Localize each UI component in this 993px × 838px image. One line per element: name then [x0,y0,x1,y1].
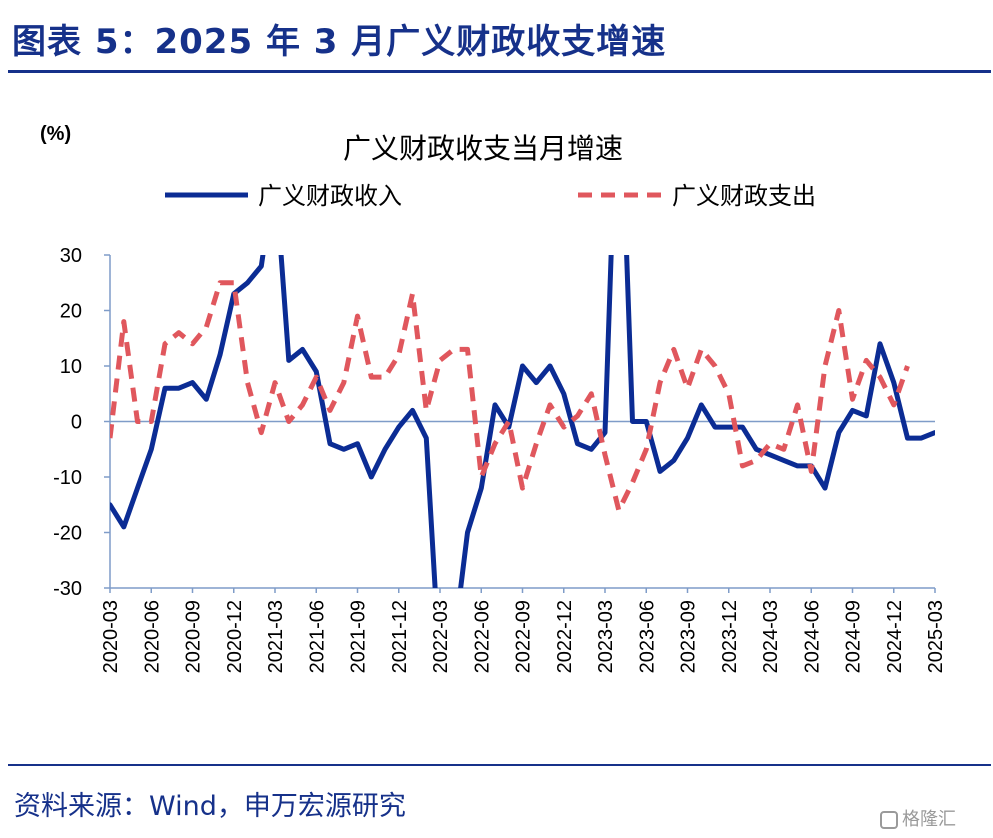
x-tick-label: 2020-06 [141,600,163,673]
series-line-revenue [110,255,935,588]
x-tick-label: 2022-12 [554,600,576,673]
legend: 广义财政收入 广义财政支出 [165,182,816,210]
series-line-expenditure [110,280,910,513]
line-chart: (%) 广义财政收支当月增速 广义财政收入 广义财政支出 -30 -20 -10 0 10… [40,123,947,673]
x-tick-label: 2024-03 [760,600,782,673]
x-tick-label: 2023-09 [678,600,700,673]
x-tick-label: 2020-12 [224,600,246,673]
x-tick-label: 2024-09 [843,600,865,673]
x-tick-label: 2023-12 [719,600,741,673]
y-tick-label: 0 [71,412,82,434]
x-tick-label: 2021-12 [389,600,411,673]
axes: -30 -20 -10 0 10 20 30 2020-03 2020-06 2020-09 202… [53,245,947,673]
x-tick-label: 2023-03 [595,600,617,673]
x-tick-label: 2021-09 [348,600,370,673]
series-layer [110,255,935,588]
y-tick-label: -30 [53,578,82,600]
y-tick-label: -20 [53,523,82,545]
y-tick-label: 20 [60,301,82,323]
figure-title: 图表 5：2025 年 3 月广义财政收支增速 [12,22,667,62]
x-tick-label: 2021-06 [306,600,328,673]
x-tick-label: 2020-03 [100,600,122,673]
source-rule [8,764,991,766]
watermark-text: 格隆汇 [902,809,956,830]
x-tick-label: 2021-03 [265,600,287,673]
x-tick-label: 2023-06 [636,600,658,673]
title-rule [8,70,991,73]
x-tick-label: 2024-12 [884,600,906,673]
y-tick-label: 30 [60,245,82,267]
legend-label-revenue: 广义财政收入 [258,182,402,210]
x-tick-label: 2022-06 [471,600,493,673]
watermark: 格隆汇 [880,805,956,831]
x-tick-label: 2025-03 [925,600,947,673]
x-tick-label: 2020-09 [183,600,205,673]
watermark-logo-icon [880,811,898,829]
source-note: 资料来源：Wind，申万宏源研究 [14,791,406,822]
legend-label-expenditure: 广义财政支出 [672,182,816,210]
chart-title: 广义财政收支当月增速 [343,132,623,165]
x-tick-label: 2022-09 [513,600,535,673]
x-tick-label: 2022-03 [430,600,452,673]
y-tick-label: -10 [53,467,82,489]
x-tick-label: 2024-06 [801,600,823,673]
unit-label: (%) [40,123,71,145]
y-tick-label: 10 [60,356,82,378]
